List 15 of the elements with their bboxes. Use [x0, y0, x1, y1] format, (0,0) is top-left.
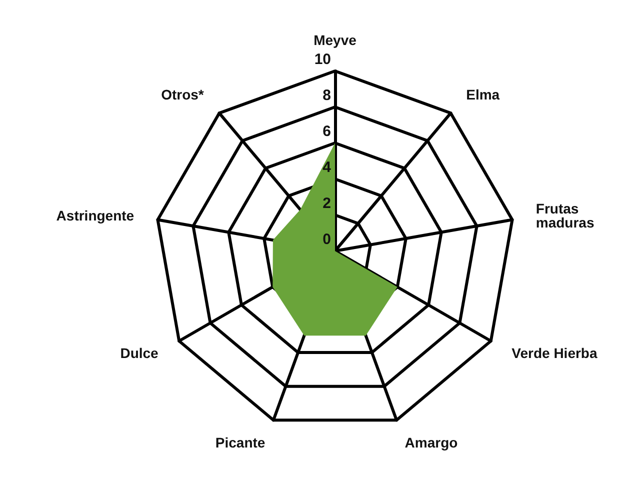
y-tick-label: 4 [322, 159, 332, 176]
spoke-label: Frutas maduras [536, 200, 594, 231]
spoke-label: Astringente [56, 208, 134, 224]
spoke-label: Dulce [120, 345, 159, 361]
spoke-label: Amargo [404, 434, 458, 451]
spoke-label: Picante [215, 434, 266, 451]
y-tick-label: 6 [322, 123, 331, 140]
spoke-label: Verde Hierba [512, 345, 598, 361]
spoke-label: Meyve [314, 32, 357, 48]
spoke-label: Elma [466, 86, 500, 103]
spoke-label: Otros* [161, 86, 204, 103]
y-tick-label: 0 [322, 231, 331, 248]
y-tick-label: 8 [322, 87, 331, 104]
y-tick-label: 10 [314, 51, 331, 68]
y-tick-label: 2 [322, 195, 331, 212]
